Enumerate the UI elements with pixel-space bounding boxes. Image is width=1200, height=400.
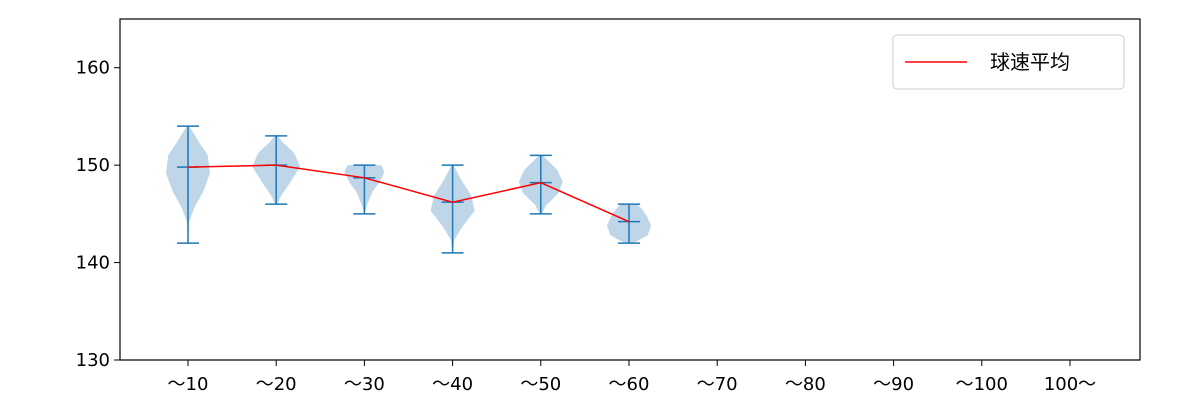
x-tick-label: 100～ (1044, 374, 1096, 395)
legend: 球速平均 (892, 34, 1125, 90)
y-tick-label: 160 (76, 58, 110, 79)
x-tick-label: ～50 (520, 374, 561, 395)
y-axis: 130 140 150 160 (76, 58, 120, 371)
x-tick-label: ～20 (256, 374, 297, 395)
x-tick-label: ～60 (609, 374, 650, 395)
x-tick-label: ～10 (168, 374, 209, 395)
x-axis: ～10 ～20 ～30 ～40 ～50 ～60 ～70 ～80 ～90 ～100 100～ (168, 360, 1096, 395)
x-tick-label: ～40 (432, 374, 473, 395)
x-tick-label: ～70 (697, 374, 738, 395)
y-tick-label: 140 (76, 253, 110, 274)
y-tick-label: 130 (76, 350, 110, 371)
x-tick-label: ～30 (344, 374, 385, 395)
x-tick-label: ～100 (956, 374, 1008, 395)
mean-speed-line (187, 164, 630, 223)
y-tick-label: 150 (76, 155, 110, 176)
x-tick-label: ～80 (785, 374, 826, 395)
x-tick-label: ～90 (873, 374, 914, 395)
legend-label-mean-speed: 球速平均 (990, 50, 1070, 74)
whisker-group (177, 125, 640, 254)
legend-box (892, 34, 1125, 90)
